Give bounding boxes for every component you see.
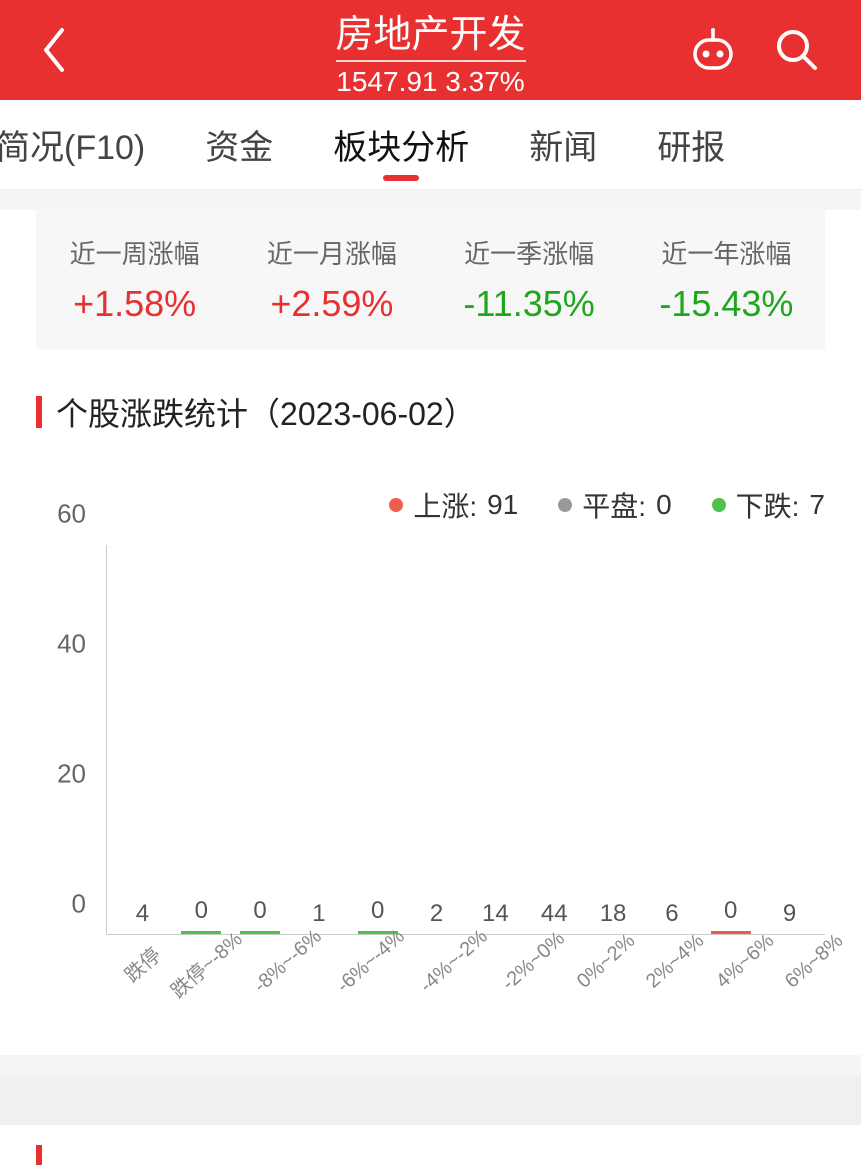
bar-column: 0 — [231, 897, 290, 934]
header-title-block[interactable]: 房地产开发 1547.91 3.37% — [335, 3, 525, 98]
distribution-chart: 0204060 400102144418609 跌停跌停~-8%-8%~-6%-… — [36, 545, 825, 1025]
section-accent-bar — [36, 396, 42, 428]
stat-value: +1.58% — [36, 283, 233, 325]
stat-label: 近一季涨幅 — [431, 234, 628, 271]
assistant-icon[interactable] — [689, 26, 737, 74]
bar-rect — [240, 931, 280, 934]
bar-value-label: 4 — [136, 900, 149, 928]
bar-value-label: 0 — [195, 897, 208, 925]
stat-value: +2.59% — [233, 283, 430, 325]
bar-column: 0 — [348, 897, 407, 934]
tab-3[interactable]: 新闻 — [529, 100, 597, 189]
bar-value-label: 0 — [253, 897, 266, 925]
stat-cell-0: 近一周涨幅 +1.58% — [36, 234, 233, 325]
bar-value-label: 0 — [724, 897, 737, 925]
bar-value-label: 6 — [665, 900, 678, 928]
bar-column: 4 — [113, 900, 172, 934]
y-axis: 0204060 — [36, 545, 86, 935]
y-tick: 20 — [57, 759, 86, 790]
tab-bar: 简况(F10) 资金板块分析新闻研报 — [0, 100, 861, 190]
chart-legend: 上涨: 91 平盘: 0 下跌: 7 — [36, 485, 825, 525]
bar-value-label: 0 — [371, 897, 384, 925]
search-icon[interactable] — [773, 26, 821, 74]
stat-label: 近一年涨幅 — [628, 234, 825, 271]
tab-4[interactable]: 研报 — [657, 100, 725, 189]
section-accent-bar — [36, 1145, 42, 1165]
tab-1[interactable]: 资金 — [205, 100, 273, 189]
x-label: 6%~8% — [781, 930, 861, 1030]
chart-bars: 4 0 0 1 0 2 14 44 18 6 0 9 — [107, 545, 825, 934]
section-title: 个股涨跌统计 （2023-06-02） — [36, 389, 825, 435]
stat-cell-1: 近一月涨幅 +2.59% — [233, 234, 430, 325]
bar-column: 1 — [289, 900, 348, 934]
bar-value-label: 18 — [600, 900, 627, 928]
bar-value-label: 1 — [312, 900, 325, 928]
bar-rect — [711, 931, 751, 934]
stat-label: 近一周涨幅 — [36, 234, 233, 271]
bar-value-label: 44 — [541, 900, 568, 928]
legend-dot-flat — [558, 498, 572, 512]
y-tick: 0 — [72, 889, 86, 920]
stat-value: -15.43% — [628, 283, 825, 325]
tab-2[interactable]: 板块分析 — [333, 100, 469, 189]
next-section-peek — [0, 1125, 861, 1165]
bar-value-label: 14 — [482, 900, 509, 928]
y-tick: 60 — [57, 499, 86, 530]
back-icon[interactable] — [40, 26, 68, 74]
bar-column: 18 — [584, 900, 643, 934]
legend-flat: 平盘: 0 — [558, 485, 671, 525]
bar-column: 9 — [760, 900, 819, 934]
x-axis-labels: 跌停跌停~-8%-8%~-6%-6%~-4%-4%~-2%-2%~0%0%~2%… — [106, 935, 825, 1025]
index-subtitle: 1547.91 3.37% — [335, 66, 525, 98]
stat-label: 近一月涨幅 — [233, 234, 430, 271]
legend-dot-down — [712, 498, 726, 512]
bar-value-label: 2 — [430, 900, 443, 928]
bar-column: 2 — [407, 900, 466, 934]
period-stats-row: 近一周涨幅 +1.58%近一月涨幅 +2.59%近一季涨幅 -11.35%近一年涨幅 -… — [36, 210, 825, 349]
stat-cell-2: 近一季涨幅 -11.35% — [431, 234, 628, 325]
legend-dot-up — [389, 498, 403, 512]
section-divider — [0, 1075, 861, 1125]
page-title: 房地产开发 — [335, 3, 525, 62]
bar-value-label: 9 — [783, 900, 796, 928]
legend-up: 上涨: 91 — [389, 485, 518, 525]
stat-value: -11.35% — [431, 283, 628, 325]
legend-down: 下跌: 7 — [712, 485, 825, 525]
tab-0[interactable]: 简况(F10) — [0, 100, 145, 189]
stat-cell-3: 近一年涨幅 -15.43% — [628, 234, 825, 325]
x-label: 8%~涨停 — [852, 926, 861, 1033]
y-tick: 40 — [57, 629, 86, 660]
bar-column: 0 — [701, 897, 760, 934]
chart-plot-area: 4 0 0 1 0 2 14 44 18 6 0 9 — [106, 545, 825, 935]
